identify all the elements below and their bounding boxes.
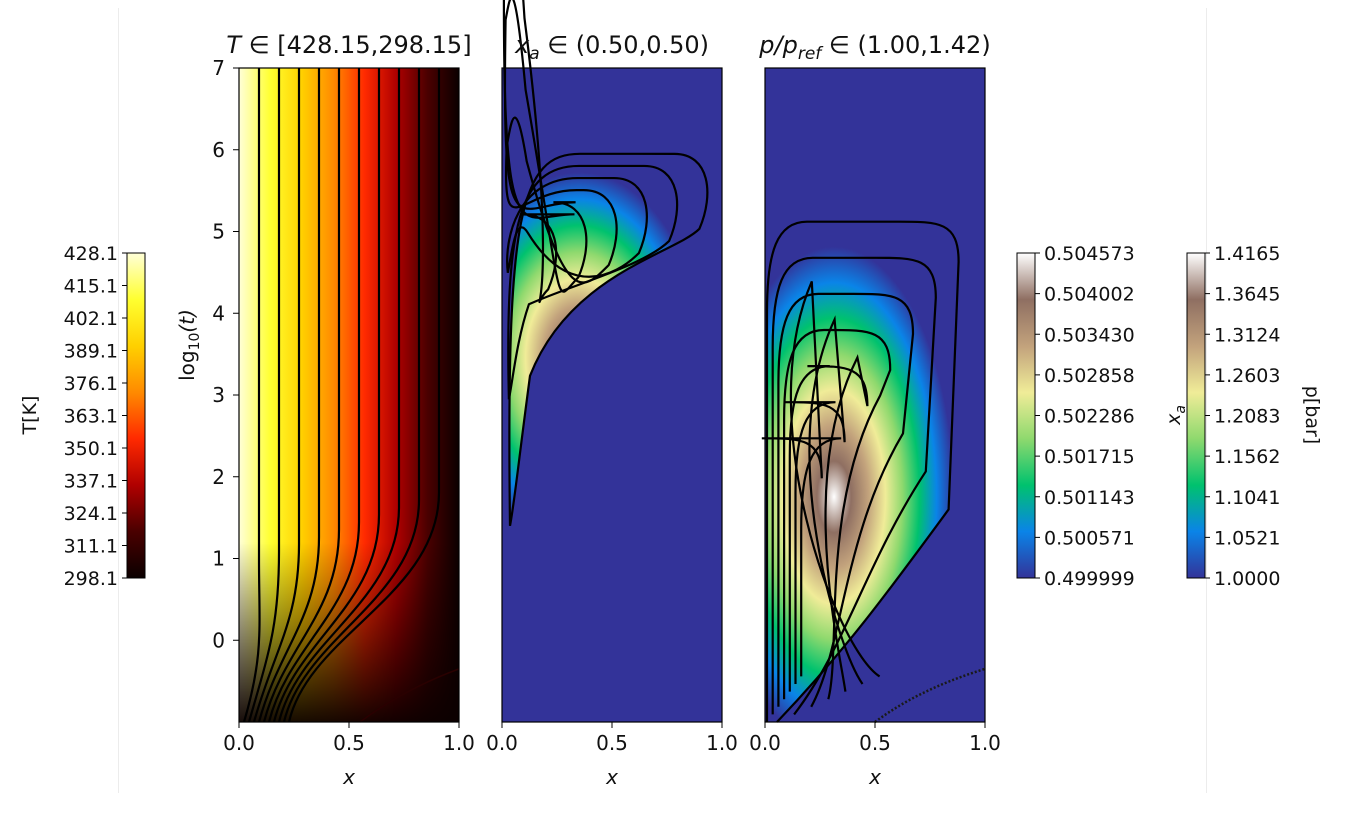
colorbar-1 [126, 252, 146, 579]
colorbar-tick-label: 1.0000 [1214, 568, 1280, 590]
colorbar-tick-label: 389.1 [64, 341, 118, 363]
xa-contour-line [504, 116, 618, 284]
temperature-contour-line [257, 68, 321, 723]
colorbar-2-label: xa [1163, 405, 1189, 426]
xa-contour-line [506, 176, 648, 278]
y-tick-label: 3 [212, 383, 225, 407]
figure-left-edge [118, 8, 119, 793]
panel-3-title: p/pref ∈ (1.00,1.42) [758, 31, 990, 64]
colorbar-tick-label: 311.1 [64, 536, 118, 558]
colorbar-tick-label: 337.1 [64, 471, 118, 493]
temperature-contour-line [262, 68, 341, 723]
y-axis-label-base: log [175, 350, 199, 381]
colorbar-2-label-sub: a [1173, 405, 1189, 414]
colorbar-3 [1186, 252, 1206, 579]
colorbar-tick-label: 324.1 [64, 503, 118, 525]
temperature-contour-line [272, 68, 381, 723]
temperature-contour-line [252, 68, 301, 723]
temperature-contour-line [242, 68, 261, 723]
y-tick-label: 1 [212, 547, 225, 571]
title-variable: p/p [758, 31, 798, 59]
title-variable: x [514, 31, 530, 59]
figure-right-edge [1206, 8, 1207, 793]
colorbar-tick-label: 1.4165 [1214, 243, 1280, 265]
colorbar-tick-label: 298.1 [64, 568, 118, 590]
y-tick-label: 5 [212, 220, 225, 244]
colorbar-1-label: T[K] [19, 396, 41, 436]
y-axis-label-rest: (t) [175, 309, 199, 332]
colorbar-tick-label: 0.501143 [1044, 487, 1135, 509]
temperature-lowtime-shade [239, 542, 459, 722]
y-tick-label: 0 [212, 628, 225, 652]
colorbar-tick-label: 0.499999 [1044, 568, 1135, 590]
colorbar-2-label-var: x [1163, 413, 1185, 426]
panel-2-x-tick-label: 1.0 [706, 731, 738, 755]
title-range: ∈ [428.15,298.15] [241, 31, 471, 59]
y-tick-label: 2 [212, 465, 225, 489]
colorbar-tick-label: 1.2083 [1214, 406, 1280, 428]
panel-1-x-tick-label: 0.5 [333, 731, 365, 755]
title-subscript: a [529, 44, 539, 64]
y-axis-label-subscript: 10 [187, 333, 203, 351]
colorbar-tick-label: 1.1562 [1214, 446, 1280, 468]
panel-1-x-axis-label: x [342, 765, 355, 789]
pressure-contour-line [771, 256, 937, 716]
xa-contour-line [507, 164, 679, 400]
title-range: ∈ (1.00,1.42) [821, 31, 990, 59]
panel-3-x-axis-label: x [868, 765, 881, 789]
y-tick-label: 4 [212, 301, 225, 325]
y-axis-label: log10(t) [175, 309, 203, 381]
xa-contour-line [502, 0, 575, 304]
colorbar-tick-label: 428.1 [64, 243, 118, 265]
panel-2-x-tick-label: 0.0 [486, 731, 518, 755]
panel-1-x-tick-label: 0.0 [223, 731, 255, 755]
colorbar-tick-label: 350.1 [64, 438, 118, 460]
xa-plume-fill [509, 153, 708, 526]
colorbar-tick-label: 1.1041 [1214, 487, 1280, 509]
temperature-faint-contour [359, 668, 460, 723]
colorbar-tick-label: 402.1 [64, 308, 118, 330]
colorbar-tick-label: 415.1 [64, 276, 118, 298]
colorbar-2 [1016, 252, 1036, 579]
y-tick-label: 7 [212, 56, 225, 80]
temperature-contour-line [247, 68, 281, 723]
colorbar-tick-label: 1.3124 [1214, 324, 1280, 346]
colorbar-tick-label: 0.503430 [1044, 324, 1135, 346]
temperature-contour-line [287, 68, 441, 723]
colorbar-tick-label: 0.504002 [1044, 284, 1135, 306]
colorbar-tick-label: 1.2603 [1214, 365, 1280, 387]
y-tick-label: 6 [212, 138, 225, 162]
colorbar-tick-label: 1.3645 [1214, 284, 1280, 306]
temperature-contour-line [282, 68, 421, 723]
panel-1-x-tick-label: 1.0 [443, 731, 475, 755]
colorbar-tick-label: 363.1 [64, 406, 118, 428]
title-variable: T [226, 31, 243, 59]
colorbar-tick-label: 1.0521 [1214, 527, 1280, 549]
panel-3-x-tick-label: 1.0 [969, 731, 1001, 755]
panel-2-title: xa ∈ (0.50,0.50) [514, 31, 709, 64]
pressure-contour-line [761, 281, 881, 678]
panel-3-x-tick-label: 0.5 [859, 731, 891, 755]
panel-2-x-tick-label: 0.5 [596, 731, 628, 755]
colorbar-tick-label: 0.500571 [1044, 527, 1135, 549]
colorbar-tick-label: 0.504573 [1044, 243, 1135, 265]
colorbar-tick-label: 0.502286 [1044, 406, 1135, 428]
xa-contour-line [508, 152, 709, 527]
pressure-contour-line [777, 292, 915, 708]
title-subscript: ref [798, 44, 824, 64]
panel-2-x-axis-label: x [605, 765, 618, 789]
pressure-dotted-contour [874, 667, 986, 724]
colorbar-tick-label: 376.1 [64, 373, 118, 395]
colorbar-tick-label: 0.502858 [1044, 365, 1135, 387]
colorbar-tick-label: 0.501715 [1044, 446, 1135, 468]
panel-3-x-tick-label: 0.0 [749, 731, 781, 755]
temperature-contour-line [277, 68, 401, 723]
panel-1-title: T ∈ [428.15,298.15] [226, 31, 471, 59]
colorbar-3-label: p[bar] [1301, 386, 1323, 444]
title-range: ∈ (0.50,0.50) [540, 31, 709, 59]
temperature-contour-line [267, 68, 361, 723]
pressure-contour-line [765, 220, 960, 723]
